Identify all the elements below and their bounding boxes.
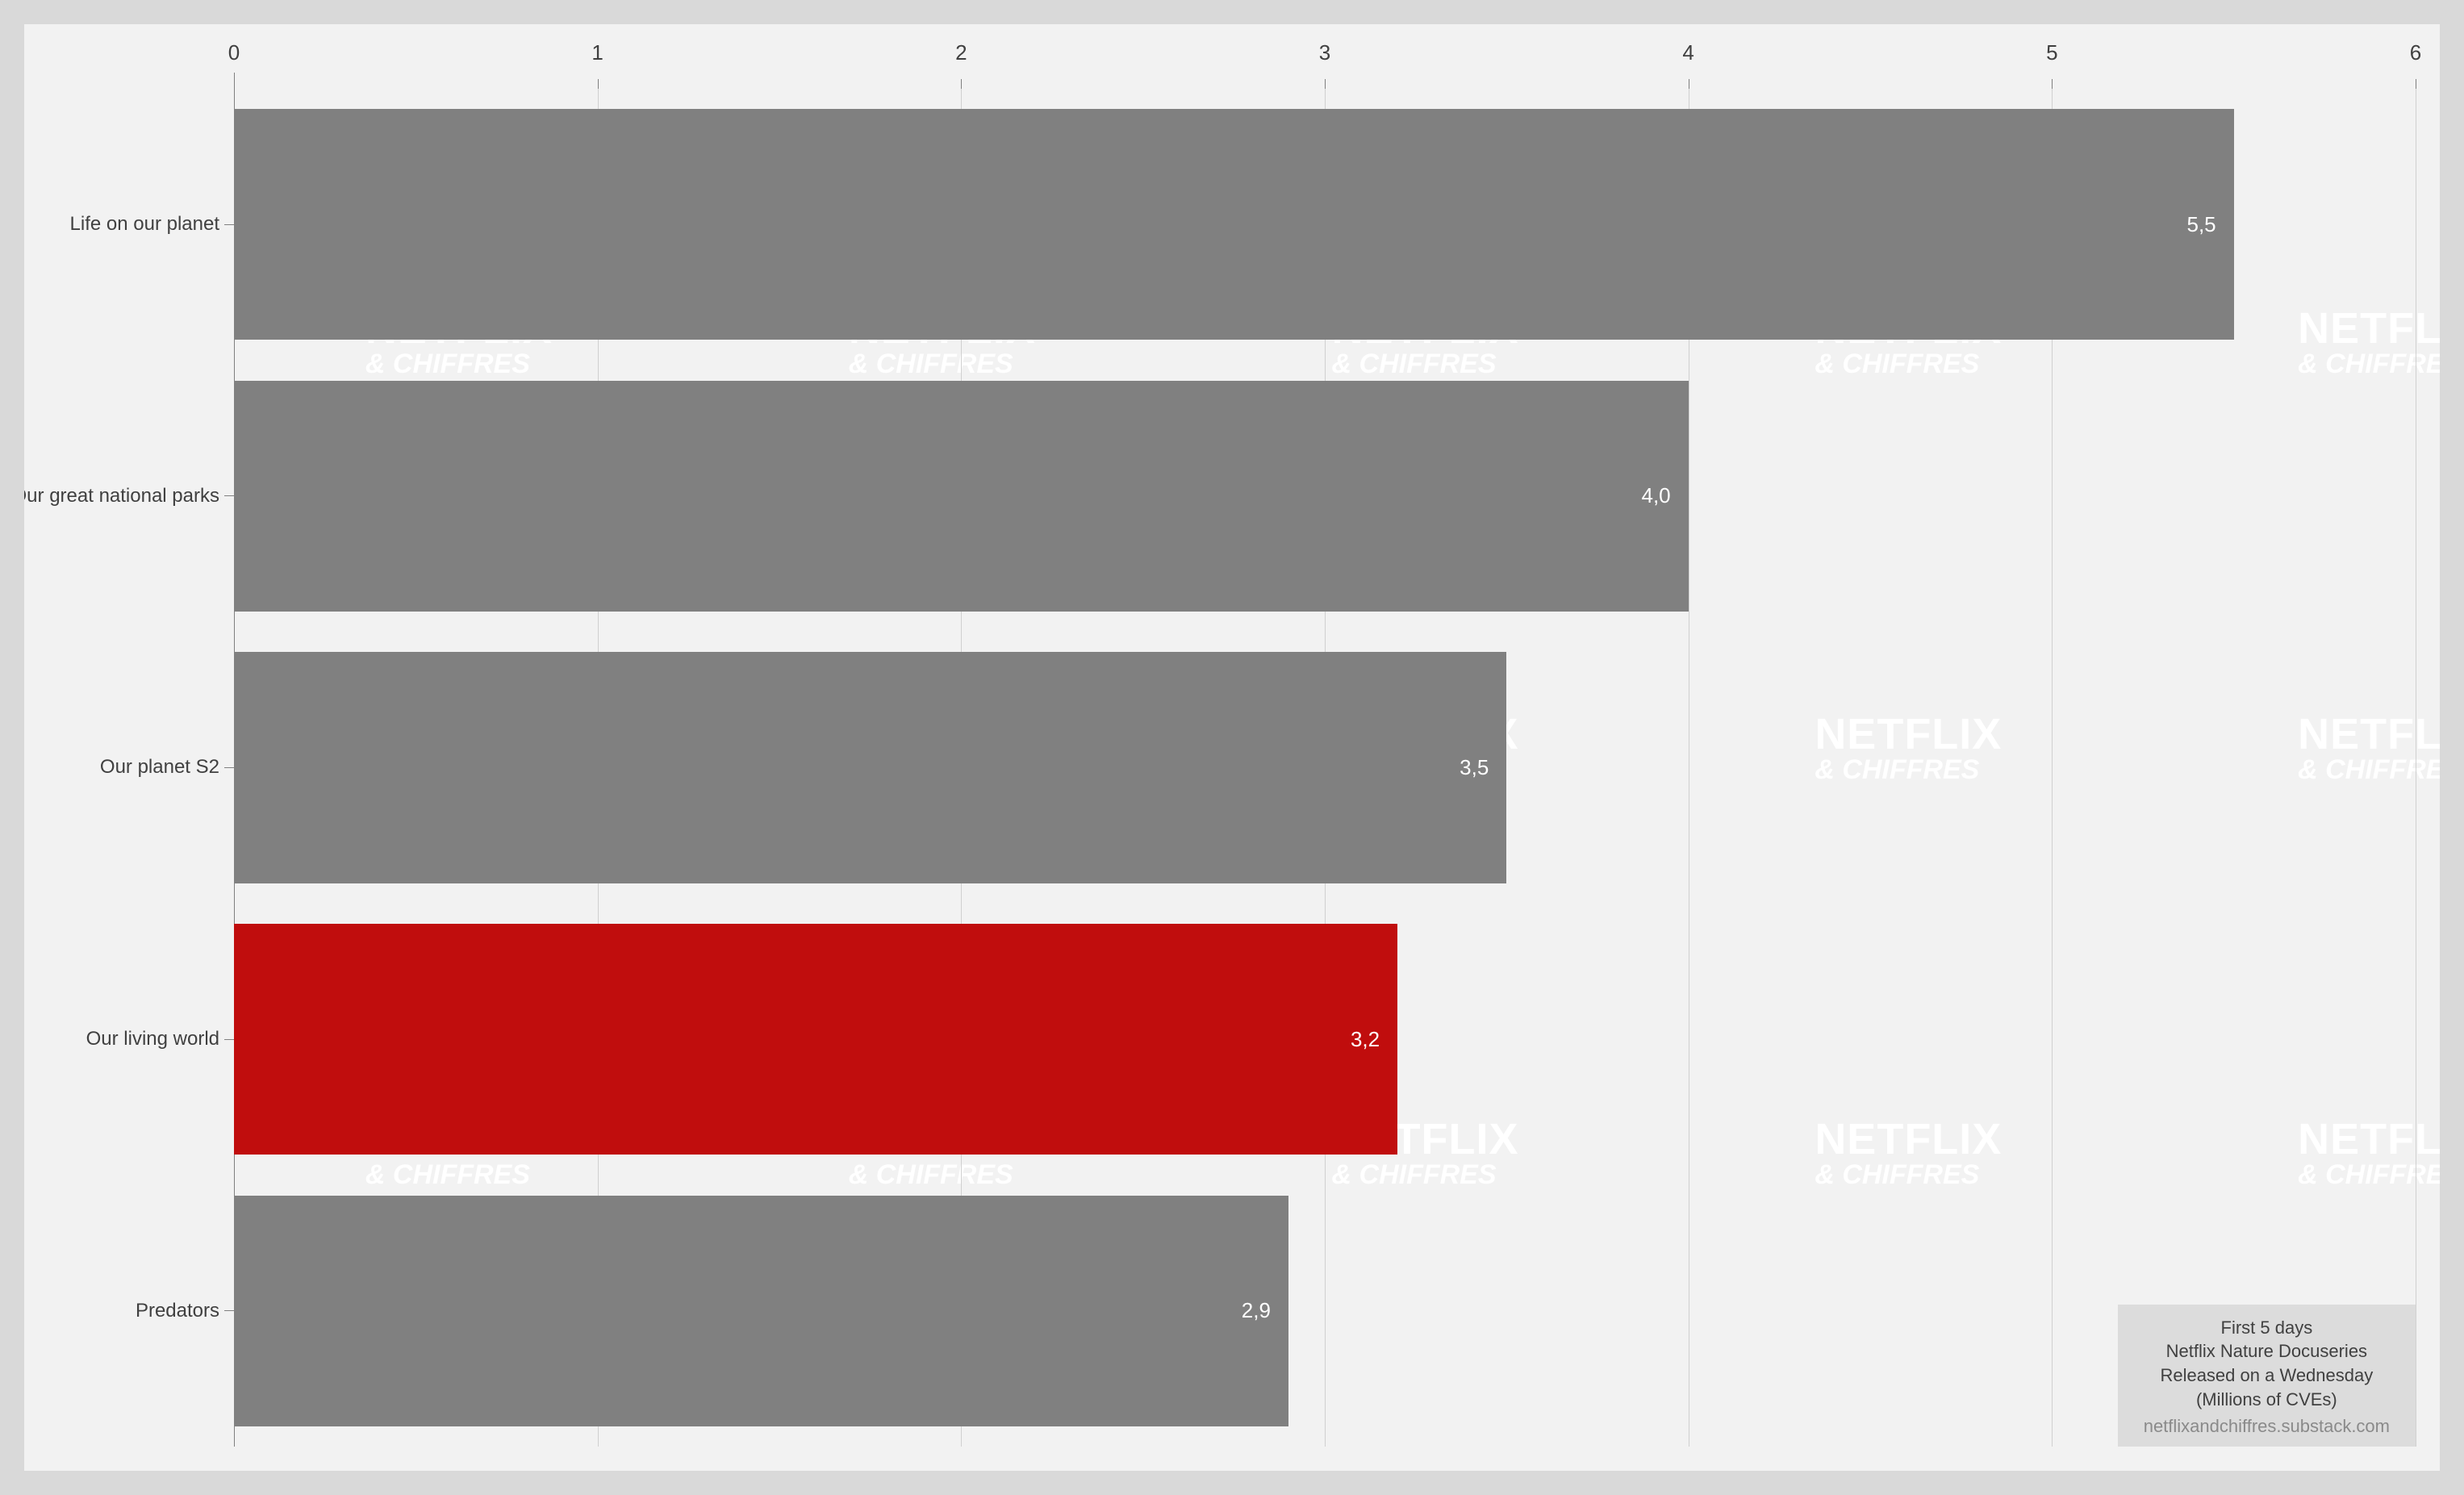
y-label: Predators	[136, 1300, 234, 1322]
x-tick-label: 5	[2046, 40, 2057, 65]
x-tick-mark	[598, 79, 599, 89]
y-tick-mark	[224, 1310, 234, 1311]
x-tick-label: 1	[591, 40, 603, 65]
bar: 2,9	[234, 1196, 1288, 1426]
x-tick-mark	[1325, 79, 1326, 89]
y-tick-mark	[224, 767, 234, 768]
chart-frame: NETFLIX& CHIFFRESNETFLIX& CHIFFRESNETFLI…	[24, 24, 2440, 1471]
caption-line: Netflix Nature Docuseries	[2144, 1339, 2390, 1363]
bar: 5,5	[234, 109, 2234, 340]
y-label: Our planet S2	[100, 756, 234, 779]
bar-row: Predators2,9	[234, 1196, 2416, 1426]
caption-line: Released on a Wednesday	[2144, 1363, 2390, 1388]
x-tick-label: 4	[1682, 40, 1693, 65]
bar-value-label: 5,5	[2187, 212, 2216, 237]
bar-row: Life on our planet5,5	[234, 109, 2416, 340]
bars-container: Life on our planet5,5 Our great national …	[234, 89, 2416, 1447]
caption-line: (Millions of CVEs)	[2144, 1388, 2390, 1412]
caption-source: netflixandchiffres.substack.com	[2144, 1414, 2390, 1439]
bar-row: Our planet S23,5	[234, 652, 2416, 883]
y-tick-mark	[224, 495, 234, 496]
y-tick-mark	[224, 1039, 234, 1040]
caption-line: First 5 days	[2144, 1316, 2390, 1340]
x-tick-mark	[961, 79, 962, 89]
bar-row: Our living world3,2	[234, 924, 2416, 1155]
x-tick-label: 6	[2410, 40, 2421, 65]
bar: 3,5	[234, 652, 1506, 883]
bar-value-label: 4,0	[1642, 483, 1671, 508]
x-tick-mark	[234, 79, 235, 89]
x-tick-label: 3	[1319, 40, 1330, 65]
bar: 4,0	[234, 381, 1689, 612]
x-tick-mark	[2052, 79, 2053, 89]
bar: 3,2	[234, 924, 1397, 1155]
bar-value-label: 3,2	[1351, 1027, 1380, 1052]
x-axis: 0123456	[234, 40, 2416, 89]
bar-value-label: 3,5	[1460, 755, 1489, 780]
y-label: Life on our planet	[70, 213, 234, 236]
y-label: Our living world	[86, 1028, 234, 1050]
bar-row: Our great national parks4,0	[234, 381, 2416, 612]
y-tick-mark	[224, 224, 234, 225]
bar-value-label: 2,9	[1242, 1298, 1271, 1323]
y-label: Our great national parks	[24, 485, 234, 507]
plot-area: Life on our planet5,5 Our great national …	[234, 89, 2416, 1447]
caption-box: First 5 days Netflix Nature Docuseries R…	[2118, 1305, 2416, 1447]
x-tick-label: 0	[228, 40, 240, 65]
x-tick-label: 2	[955, 40, 967, 65]
